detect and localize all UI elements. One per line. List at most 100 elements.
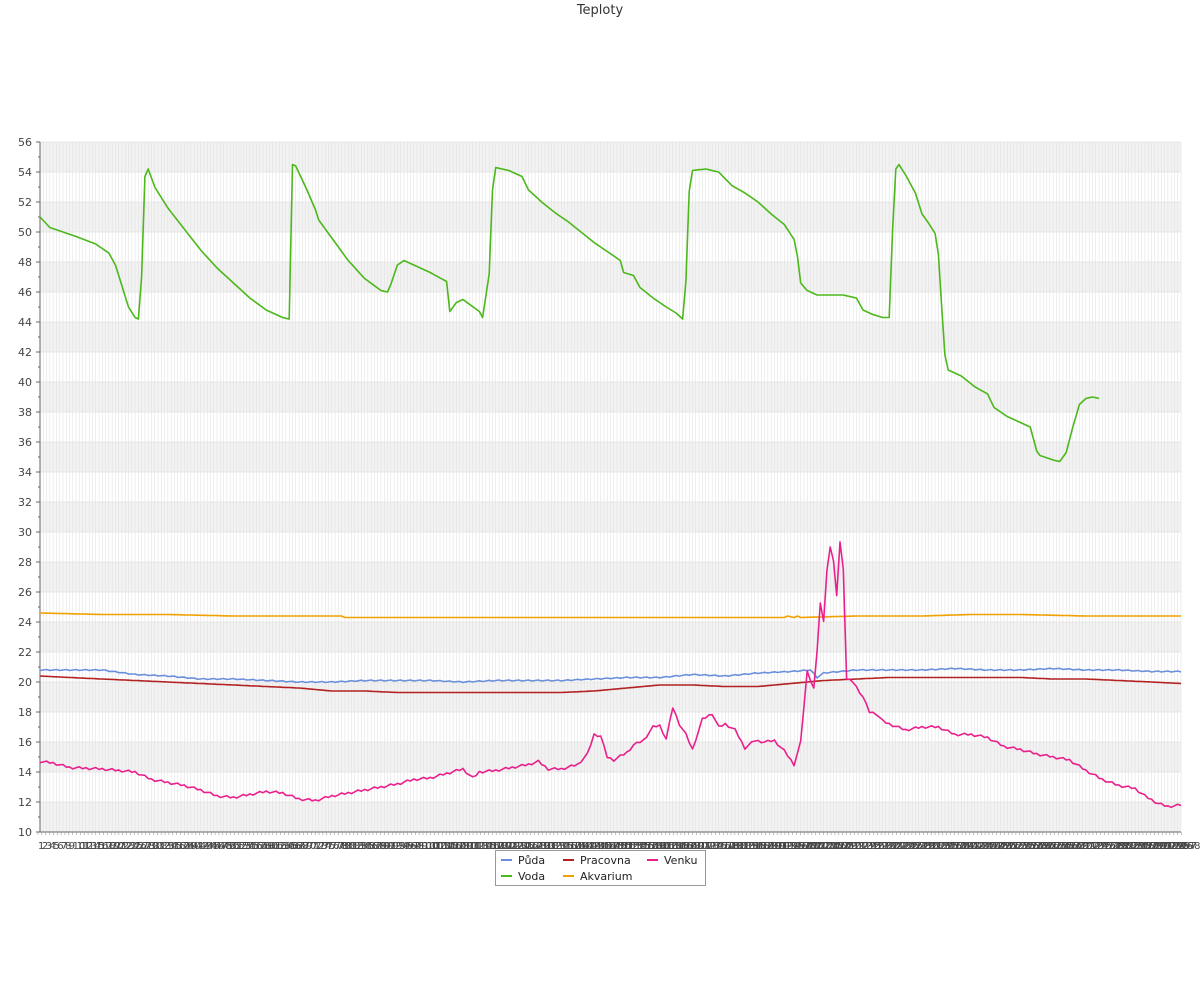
x-tick-label: 272 — [1081, 841, 1100, 852]
x-tick-label: 62 — [273, 841, 286, 852]
x-tick-label: 64 — [281, 841, 294, 852]
x-tick-label: 9 — [69, 841, 75, 852]
x-tick-label: 198 — [796, 841, 815, 852]
x-tick-label: 48 — [219, 841, 232, 852]
x-tick-label: 207 — [831, 841, 850, 852]
x-tick-label: 50 — [227, 841, 240, 852]
x-tick-label: 113 — [469, 841, 488, 852]
x-tick-label: 25 — [130, 841, 143, 852]
x-tick-label: 247 — [985, 841, 1004, 852]
x-tick-label: 22 — [119, 841, 132, 852]
x-tick-label: 270 — [1074, 841, 1093, 852]
y-tick-label: 16 — [18, 736, 32, 749]
chart-title: Teploty — [576, 3, 624, 18]
x-tick-label: 192 — [773, 841, 792, 852]
x-tick-label: 168 — [681, 841, 700, 852]
x-tick-label: 67 — [292, 841, 305, 852]
x-tick-label: 160 — [650, 841, 669, 852]
legend-label-puda: Půda — [518, 854, 546, 867]
x-tick-label: 296 — [1174, 841, 1193, 852]
x-tick-label: 190 — [766, 841, 785, 852]
legend-swatch-puda — [501, 859, 512, 861]
x-tick-label: 98 — [411, 841, 424, 852]
x-tick-label: 125 — [515, 841, 534, 852]
x-tick-label: 41 — [192, 841, 205, 852]
y-tick-label: 40 — [18, 376, 32, 389]
y-tick-label: 56 — [18, 136, 32, 149]
x-tick-label: 83 — [354, 841, 367, 852]
x-tick-label: 29 — [146, 841, 159, 852]
x-tick-label: 97 — [408, 841, 421, 852]
x-tick-label: 128 — [527, 841, 546, 852]
x-tick-label: 288 — [1143, 841, 1162, 852]
series-line-venku — [39, 541, 1182, 809]
x-tick-label: 266 — [1058, 841, 1077, 852]
x-tick-label: 148 — [604, 841, 623, 852]
x-tick-label: 34 — [165, 841, 178, 852]
x-tick-label: 181 — [731, 841, 750, 852]
x-tick-label: 75 — [323, 841, 336, 852]
x-tick-label: 187 — [754, 841, 773, 852]
x-tick-label: 28 — [142, 841, 155, 852]
x-tick-label: 124 — [512, 841, 531, 852]
series-line-půda — [39, 667, 1182, 684]
x-tick-label: 37 — [177, 841, 190, 852]
x-tick-label: 102 — [427, 841, 446, 852]
x-tick-label: 101 — [423, 841, 442, 852]
x-tick-label: 167 — [677, 841, 696, 852]
x-tick-label: 111 — [462, 841, 481, 852]
x-tick-label: 235 — [939, 841, 958, 852]
x-tick-label: 199 — [800, 841, 819, 852]
x-tick-label: 112 — [465, 841, 484, 852]
x-tick-label: 110 — [458, 841, 477, 852]
x-tick-label: 249 — [993, 841, 1012, 852]
x-tick-label: 2 — [42, 841, 48, 852]
x-tick-label: 23 — [123, 841, 136, 852]
x-tick-label: 47 — [215, 841, 228, 852]
x-tick-label: 116 — [481, 841, 500, 852]
x-tick-label: 99 — [415, 841, 428, 852]
x-tick-label: 66 — [288, 841, 301, 852]
x-tick-label: 32 — [157, 841, 170, 852]
x-tick-label: 211 — [847, 841, 866, 852]
x-tick-label: 135 — [554, 841, 573, 852]
x-axis-ticks: 1234567891011121314151617181920212223242… — [37, 832, 1200, 852]
x-tick-label: 79 — [338, 841, 351, 852]
x-tick-label: 1 — [38, 841, 44, 852]
x-tick-label: 163 — [662, 841, 681, 852]
legend-label-pracovna: Pracovna — [580, 854, 631, 867]
y-tick-label: 14 — [18, 766, 32, 779]
x-tick-label: 54 — [242, 841, 255, 852]
x-tick-label: 58 — [257, 841, 270, 852]
x-tick-label: 273 — [1085, 841, 1104, 852]
x-tick-label: 77 — [331, 841, 344, 852]
y-tick-label: 48 — [18, 256, 32, 269]
x-tick-label: 144 — [589, 841, 608, 852]
x-tick-label: 81 — [346, 841, 359, 852]
x-tick-label: 284 — [1128, 841, 1147, 852]
x-tick-label: 216 — [866, 841, 885, 852]
x-tick-label: 170 — [689, 841, 708, 852]
x-tick-label: 85 — [361, 841, 374, 852]
x-tick-label: 173 — [700, 841, 719, 852]
x-tick-label: 31 — [154, 841, 167, 852]
x-tick-label: 200 — [804, 841, 823, 852]
legend-label-akvarium: Akvarium — [580, 870, 633, 883]
legend-item-puda: Půda — [501, 854, 545, 868]
legend-item-akvarium: Akvarium — [563, 870, 632, 884]
x-tick-label: 242 — [966, 841, 985, 852]
x-tick-label: 206 — [827, 841, 846, 852]
x-tick-label: 244 — [974, 841, 993, 852]
x-tick-label: 69 — [300, 841, 313, 852]
x-tick-label: 294 — [1166, 841, 1185, 852]
x-tick-label: 243 — [970, 841, 989, 852]
x-tick-label: 283 — [1124, 841, 1143, 852]
x-tick-label: 166 — [673, 841, 692, 852]
x-tick-label: 286 — [1135, 841, 1154, 852]
x-tick-label: 71 — [308, 841, 321, 852]
x-tick-label: 175 — [708, 841, 727, 852]
y-tick-label: 52 — [18, 196, 32, 209]
x-tick-label: 136 — [558, 841, 577, 852]
x-tick-label: 30 — [150, 841, 163, 852]
x-tick-label: 250 — [997, 841, 1016, 852]
